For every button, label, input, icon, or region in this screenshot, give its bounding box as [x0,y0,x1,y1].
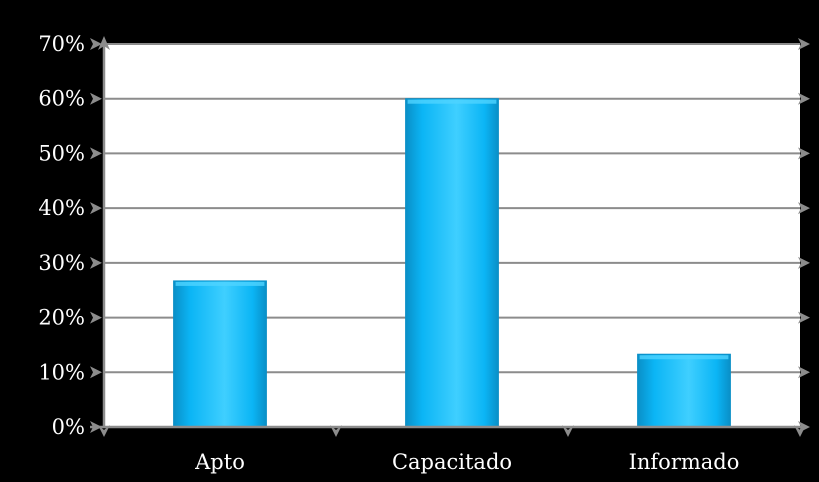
gridline-arrow [798,92,810,105]
y-tick-mark [90,311,102,324]
x-tick-mark [330,425,342,437]
gridline-arrow [798,202,810,215]
bar-informado [637,353,731,428]
y-tick-label: 10% [38,360,85,384]
x-tick-label: Capacitado [392,450,512,474]
gridline-arrow [798,311,810,324]
axes [90,36,806,437]
y-tick-mark [90,202,102,215]
y-tick-label: 70% [38,32,85,56]
y-tick-label: 0% [52,415,85,439]
y-tick-mark [90,147,102,160]
x-tick-labels: Apto Capacitado Informado [194,450,739,474]
x-tick-mark [562,425,574,437]
bar-highlight [639,355,729,360]
y-tick-label: 60% [38,87,85,111]
y-tick-label: 20% [38,306,85,330]
x-tick-label: Informado [629,450,740,474]
bar-capacitado [405,98,499,428]
y-tick-labels: 0% 10% 20% 30% 40% 50% 60% 70% [38,32,85,439]
y-tick-mark [90,256,102,269]
gridline-arrow [798,256,810,269]
x-tick-mark [794,425,806,437]
bar-apto [173,280,267,428]
y-tick-label: 40% [38,196,85,220]
y-tick-mark [90,366,102,379]
y-tick-label: 30% [38,251,85,275]
y-axis-arrow [98,36,110,50]
bars [173,98,731,428]
gridline-arrow [798,147,810,160]
y-tick-label: 50% [38,141,85,165]
y-tick-mark [90,92,102,105]
gridline-arrow [798,38,810,50]
bar-highlight [175,281,265,286]
bar-highlight [407,99,497,104]
x-tick-mark [98,425,110,437]
gridline-arrow [798,366,810,379]
y-tick-mark [90,38,102,50]
x-tick-label: Apto [194,450,245,474]
